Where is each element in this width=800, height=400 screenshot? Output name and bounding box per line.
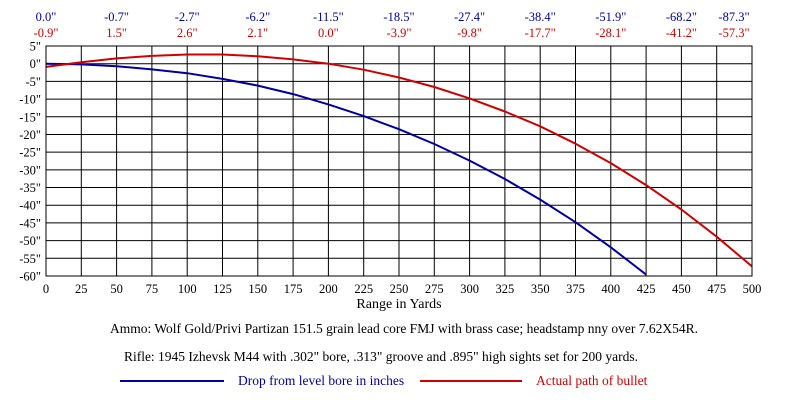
y-tick-label: 5" (30, 40, 41, 54)
x-tick-label: 50 (110, 282, 123, 296)
x-axis-tick-labels: 0 25 50 75 100 125 150 175 200 225 250 275 300 325 350… (43, 282, 762, 296)
path-label: -57.3" (718, 26, 749, 40)
y-tick-label: -35" (19, 181, 41, 195)
drop-label: -0.7" (104, 10, 129, 24)
y-tick-label: -45" (19, 216, 41, 230)
drop-label: -51.9" (595, 10, 626, 24)
x-tick-label: 400 (601, 282, 620, 296)
x-tick-label: 125 (213, 282, 232, 296)
x-tick-label: 450 (672, 282, 691, 296)
legend: Drop from level bore in inches Actual pat… (120, 373, 648, 388)
rifle-note: Rifle: 1945 Izhevsk M44 with .302" bore,… (124, 349, 638, 364)
x-tick-label: 475 (707, 282, 726, 296)
path-label: 1.5" (106, 26, 127, 40)
x-tick-label: 500 (743, 282, 762, 296)
path-label: -0.9" (34, 26, 59, 40)
path-label: -9.8" (457, 26, 482, 40)
x-tick-label: 100 (178, 282, 197, 296)
drop-label: -87.3" (718, 10, 749, 24)
x-tick-label: 325 (496, 282, 515, 296)
y-tick-label: 0" (30, 57, 41, 71)
y-tick-label: -25" (19, 146, 41, 160)
x-tick-label: 300 (460, 282, 479, 296)
legend-label: Drop from level bore in inches (238, 373, 404, 388)
drop-label: -27.4" (454, 10, 485, 24)
drop-label: -11.5" (313, 10, 344, 24)
top-value-labels: 0.0" -0.9" -0.7" 1.5" -2.7" 2.6" -6.2" 2.1" -11.… (34, 10, 750, 40)
series-lines (45, 53, 753, 276)
x-tick-label: 350 (531, 282, 550, 296)
y-tick-label: -10" (19, 93, 41, 107)
drop-label: -18.5" (383, 10, 414, 24)
y-tick-label: -20" (19, 128, 41, 142)
x-tick-label: 375 (566, 282, 585, 296)
y-tick-label: -5" (25, 75, 41, 89)
x-tick-label: 25 (75, 282, 88, 296)
x-axis-label: Range in Yards (356, 297, 441, 312)
path-label: -41.2" (666, 26, 697, 40)
series-line (45, 53, 753, 268)
drop-label: -38.4" (525, 10, 556, 24)
drop-label: 0.0" (36, 10, 57, 24)
x-tick-label: 425 (637, 282, 656, 296)
y-tick-label: -15" (19, 110, 41, 124)
path-label: -28.1" (595, 26, 626, 40)
drop-label: -68.2" (666, 10, 697, 24)
y-tick-label: -40" (19, 199, 41, 213)
path-label: 0.0" (318, 26, 339, 40)
x-tick-label: 225 (354, 282, 373, 296)
x-tick-label: 275 (425, 282, 444, 296)
legend-label: Actual path of bullet (536, 373, 648, 388)
y-tick-label: -60" (19, 270, 41, 284)
drop-label: -2.7" (175, 10, 200, 24)
x-tick-label: 175 (284, 282, 303, 296)
x-tick-label: 150 (248, 282, 267, 296)
y-axis-tick-labels: 5" 0" -5" -10" -15" -20" -25" -30" -35" -40" -45" -… (19, 40, 41, 284)
x-tick-label: 75 (146, 282, 159, 296)
drop-label: -6.2" (245, 10, 270, 24)
y-tick-label: -50" (19, 234, 41, 248)
grid (45, 45, 753, 277)
path-label: 2.1" (247, 26, 268, 40)
y-tick-label: -30" (19, 163, 41, 177)
path-label: -3.9" (387, 26, 412, 40)
path-label: 2.6" (177, 26, 198, 40)
y-tick-label: -55" (19, 252, 41, 266)
x-tick-label: 250 (390, 282, 409, 296)
ammo-note: Ammo: Wolf Gold/Privi Partizan 151.5 gra… (110, 321, 698, 336)
plot-frame (45, 45, 753, 277)
path-label: -17.7" (525, 26, 556, 40)
x-tick-label: 200 (319, 282, 338, 296)
x-tick-label: 0 (43, 282, 49, 296)
series-line (45, 62, 647, 276)
